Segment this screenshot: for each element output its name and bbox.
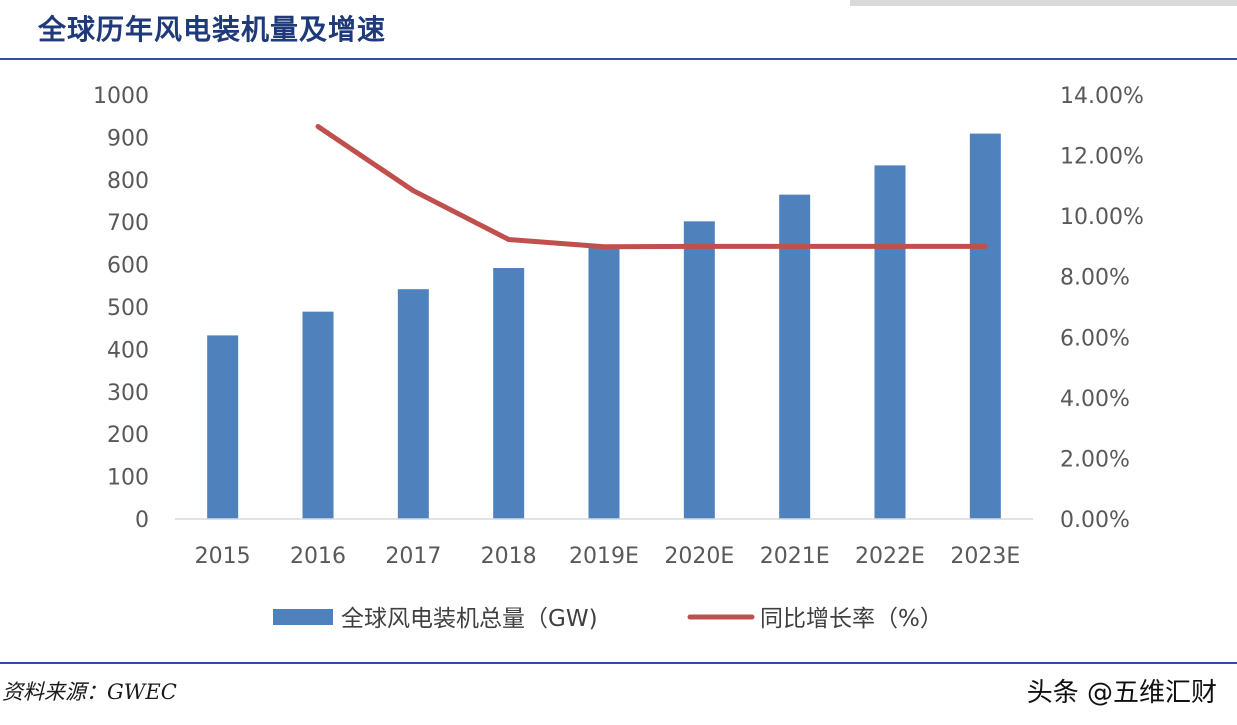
left-axis-tick-label: 100 (107, 466, 149, 491)
x-axis-tick-label: 2018 (481, 544, 537, 569)
page-title: 全球历年风电装机量及增速 (38, 13, 387, 46)
bar (969, 133, 1001, 520)
x-axis-tick-label: 2015 (195, 544, 251, 569)
x-axis-tick-label: 2021E (760, 544, 830, 569)
legend-label-bar: 全球风电装机总量（GW) (341, 606, 598, 632)
x-axis-tick-label: 2022E (855, 544, 925, 569)
left-axis-tick-label: 200 (107, 423, 149, 448)
right-axis-tick-label: 4.00% (1060, 387, 1130, 412)
right-axis-tick-label: 8.00% (1060, 266, 1130, 291)
legend-swatch-bar (273, 609, 333, 625)
left-axis-tick-label: 400 (107, 338, 149, 363)
legend-label-line: 同比增长率（%） (760, 606, 943, 632)
bar (779, 194, 811, 519)
right-axis-tick-label: 14.00% (1060, 84, 1144, 109)
right-axis-ticks: 0.00% 2.00% 4.00% 6.00% 8.00% 10.00% 12.00% 14.… (1060, 84, 1144, 533)
line-series (315, 123, 988, 250)
left-axis-ticks: 0 100 200 300 400 500 600 700 800 900 1000 (93, 84, 149, 533)
bar (397, 289, 429, 519)
bar (874, 165, 906, 519)
right-axis-tick-label: 10.00% (1060, 205, 1144, 230)
watermark: 头条 @五维汇财 (1026, 678, 1217, 708)
left-axis-tick-label: 1000 (93, 84, 149, 109)
x-axis-tick-label: 2017 (385, 544, 441, 569)
bar (588, 245, 620, 519)
x-axis-tick-label: 2020E (664, 544, 734, 569)
top-decorative-bar (850, 0, 1237, 6)
bar (683, 221, 715, 520)
left-axis-tick-label: 300 (107, 381, 149, 406)
left-axis-tick-label: 700 (107, 211, 149, 236)
left-axis-tick-label: 0 (135, 508, 149, 533)
right-axis-tick-label: 2.00% (1060, 447, 1130, 472)
right-axis-tick-label: 0.00% (1060, 508, 1130, 533)
bar (493, 267, 525, 519)
x-axis-tick-label: 2019E (569, 544, 639, 569)
footer-divider (0, 662, 1237, 664)
growth-rate-line (315, 123, 988, 250)
bar (302, 311, 334, 519)
left-axis-tick-label: 800 (107, 169, 149, 194)
legend: 全球风电装机总量（GW) 同比增长率（%） (273, 606, 943, 632)
right-axis-tick-label: 6.00% (1060, 326, 1130, 351)
bar (207, 335, 239, 519)
title-divider (0, 58, 1237, 60)
combo-chart: 0 100 200 300 400 500 600 700 800 900 1000 0.00% 2.… (93, 84, 1144, 632)
x-axis-tick-label: 2016 (290, 544, 346, 569)
left-axis-tick-label: 600 (107, 254, 149, 279)
x-axis-ticks: 2015 2016 2017 2018 2019E 2020E 2021E 2022E 2023… (195, 544, 1021, 569)
left-axis-tick-label: 500 (107, 296, 149, 321)
bar-series (207, 133, 1001, 520)
right-axis-tick-label: 12.00% (1060, 145, 1144, 170)
left-axis-tick-label: 900 (107, 126, 149, 151)
source-note: 资料来源：GWEC (2, 680, 177, 704)
x-axis-tick-label: 2023E (950, 544, 1020, 569)
